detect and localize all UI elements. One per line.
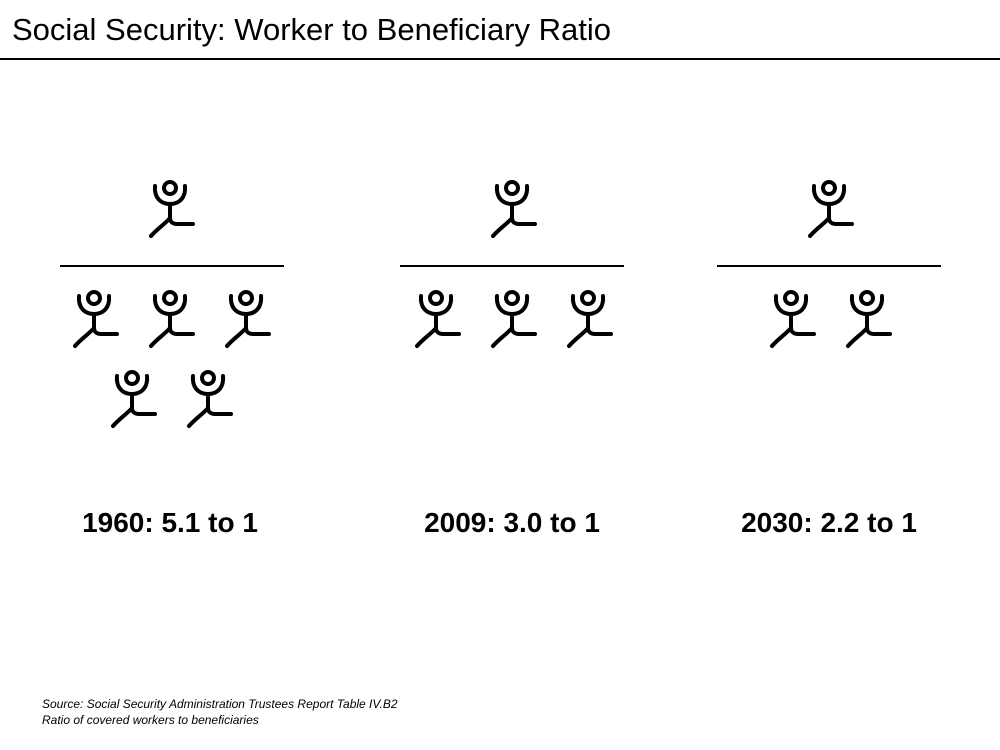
footnote: Source: Social Security Administration T… [42,696,398,728]
stick-figure-icon [409,290,463,354]
workers-group [392,290,632,354]
beneficiaries-group [689,180,969,244]
ratio-caption: 2009: 3.0 to 1 [424,507,600,538]
panel-2009: 2009: 3.0 to 1 [372,170,652,570]
stick-figure-icon [802,180,856,244]
stick-figure-icon [143,180,197,244]
footnote-note: Ratio of covered workers to beneficiarie… [42,713,259,727]
ratio-divider [717,265,941,267]
workers-group [709,290,949,354]
stick-figure-icon [485,290,539,354]
stick-figure-icon [67,290,121,354]
title-divider [0,58,1000,60]
page-title: Social Security: Worker to Beneficiary R… [12,12,611,47]
ratio-caption: 1960: 5.1 to 1 [82,507,258,538]
stick-figure-icon [105,370,159,434]
beneficiaries-group [372,180,652,244]
panel-2030: 2030: 2.2 to 1 [689,170,969,570]
stick-figure-icon [561,290,615,354]
stick-figure-icon [219,290,273,354]
workers-group [50,290,290,434]
stick-figure-icon [840,290,894,354]
ratio-caption: 2030: 2.2 to 1 [741,507,917,538]
beneficiaries-group [30,180,310,244]
ratio-divider [60,265,284,267]
stick-figure-icon [764,290,818,354]
stick-figure-icon [181,370,235,434]
stick-figure-icon [143,290,197,354]
panel-1960: 1960: 5.1 to 1 [30,170,310,570]
footnote-source: Source: Social Security Administration T… [42,697,398,711]
stick-figure-icon [485,180,539,244]
ratio-divider [400,265,624,267]
